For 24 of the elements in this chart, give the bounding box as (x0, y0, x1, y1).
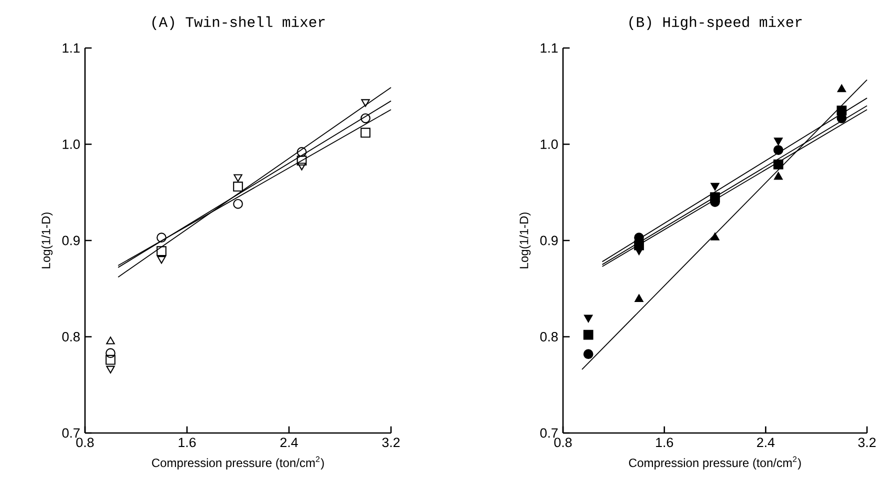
y-tick-label: 0.7 (62, 428, 80, 438)
x-tick-label: 1.6 (178, 438, 196, 448)
chart-title: (A) Twin-shell mixer (152, 16, 325, 30)
x-tick-label: 0.8 (76, 438, 94, 448)
y-axis-title: Log(1/1-D) (519, 212, 531, 268)
x-tick-label: 2.4 (280, 438, 298, 448)
y-axis-title: Log(1/1-D) (41, 212, 53, 268)
y-tick-label: 1.1 (540, 43, 558, 53)
y-tick-label: 1.1 (62, 43, 80, 53)
y-tick-label: 0.8 (540, 332, 558, 342)
y-tick-label: 0.8 (62, 332, 80, 342)
x-tick-label: 3.2 (382, 438, 400, 448)
x-tick-label: 1.6 (656, 438, 674, 448)
chart-title: (B) High-speed mixer (629, 16, 802, 30)
y-tick-label: 0.7 (540, 428, 558, 438)
x-tick-label: 0.8 (554, 438, 572, 448)
y-tick-label: 0.9 (62, 236, 80, 246)
x-tick-label: 3.2 (858, 438, 876, 448)
y-tick-label: 1.0 (62, 140, 80, 149)
x-tick-label: 2.4 (757, 438, 775, 448)
x-axis-title: Compression pressure (ton/cm$^{2}$) (152, 456, 324, 470)
y-tick-label: 1.0 (540, 140, 558, 149)
y-tick-label: 0.9 (540, 236, 558, 246)
x-axis-title: Compression pressure (ton/cm$^{2}$) (629, 456, 801, 470)
